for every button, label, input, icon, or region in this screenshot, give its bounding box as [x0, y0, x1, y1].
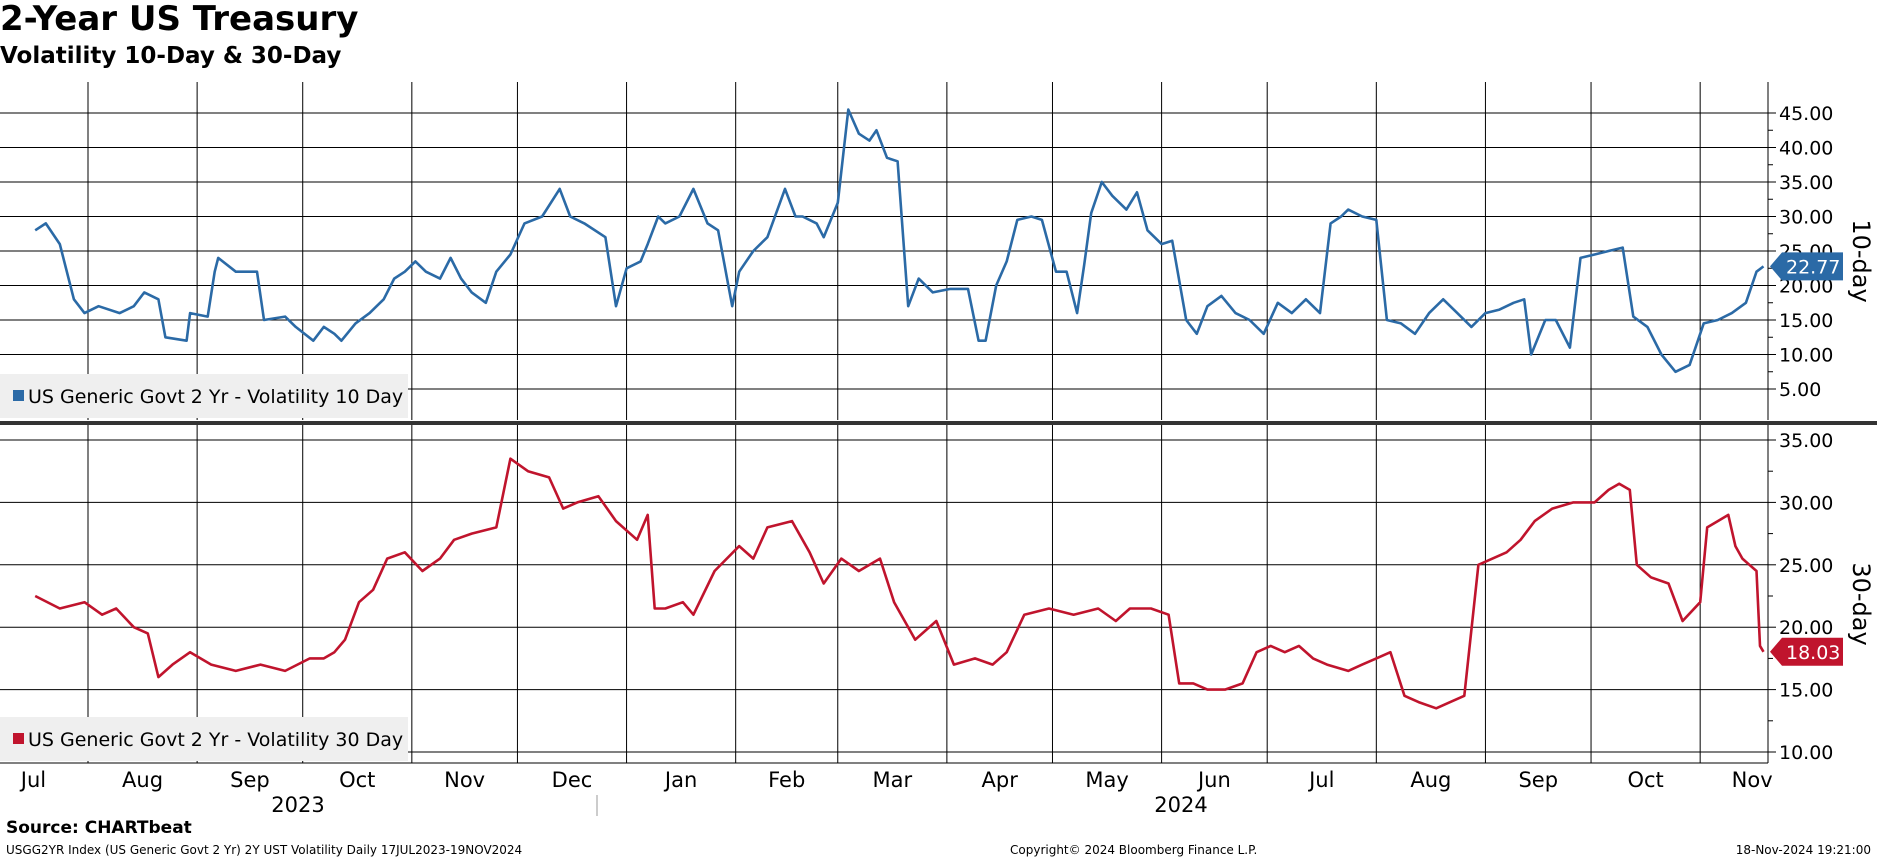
legend-label: US Generic Govt 2 Yr - Volatility 10 Day [28, 386, 403, 408]
y-tick-label: 15.00 [1779, 680, 1833, 702]
x-tick-label: Jul [19, 768, 46, 792]
y-axis-label: 30-day [1847, 562, 1875, 645]
x-tick-label: May [1085, 768, 1128, 792]
legend-swatch [13, 733, 24, 744]
last-value-label: 18.03 [1786, 642, 1840, 664]
y-tick-label: 30.00 [1779, 207, 1833, 229]
series-line-10d [34, 108, 1765, 374]
y-tick-label: 10.00 [1779, 742, 1833, 764]
legend-box [0, 717, 408, 761]
panel-30d: 10.00 15.00 20.00 25.00 30.00 35.00 US Generic… [0, 425, 1875, 764]
y-tick-label: 45.00 [1779, 103, 1833, 125]
x-tick-label: Oct [1627, 768, 1663, 792]
x-tick-label: Feb [768, 768, 805, 792]
y-tick-label: 20.00 [1779, 276, 1833, 298]
last-value-label: 22.77 [1786, 256, 1840, 278]
x-tick-label: Sep [230, 768, 270, 792]
panel-10d: 5.0010.0015.0020.0025.0030.0035.0040.004… [0, 82, 1875, 420]
y-tick-label: 10.00 [1779, 345, 1833, 367]
last-value-tag [1770, 637, 1843, 666]
y-tick-label: 25.00 [1779, 555, 1833, 577]
x-tick-label: Aug [122, 768, 163, 792]
panel-divider [0, 421, 1877, 425]
y-tick-label: 20.00 [1779, 617, 1833, 639]
legend-label: US Generic Govt 2 Yr - Volatility 30 Day [28, 729, 403, 751]
x-year-label: 2023 [271, 793, 324, 817]
chart-title: 2-Year US Treasury [0, 0, 359, 39]
series-line-30d [34, 457, 1765, 710]
legend-box [0, 374, 408, 418]
y-tick-label: 5.00 [1779, 379, 1821, 401]
y-tick-label: 15.00 [1779, 310, 1833, 332]
x-tick-label: Oct [339, 768, 375, 792]
legend-swatch [13, 390, 24, 401]
y-axis-label: 10-day [1847, 219, 1875, 302]
footer-timestamp: 18-Nov-2024 19:21:00 [1735, 843, 1871, 857]
x-tick-label: Nov [444, 768, 485, 792]
source-label: Source: CHARTbeat [6, 818, 192, 838]
y-tick-label: 35.00 [1779, 172, 1833, 194]
x-tick-label: Apr [982, 768, 1019, 792]
last-value-tag [1770, 252, 1843, 281]
y-tick-label: 35.00 [1779, 430, 1833, 452]
x-tick-label: Jun [1196, 768, 1231, 792]
footer-copyright: Copyright© 2024 Bloomberg Finance L.P. [1010, 843, 1258, 857]
y-tick-label: 40.00 [1779, 138, 1833, 160]
x-tick-label: Sep [1518, 768, 1558, 792]
chart-subtitle: Volatility 10-Day & 30-Day [0, 43, 342, 69]
x-tick-label: Mar [873, 768, 913, 792]
x-tick-label: Aug [1410, 768, 1451, 792]
x-tick-label: Jan [663, 768, 697, 792]
footer-index-label: USGG2YR Index (US Generic Govt 2 Yr) 2Y … [6, 843, 523, 857]
x-tick-label: Dec [552, 768, 593, 792]
y-tick-label: 30.00 [1779, 492, 1833, 514]
x-year-label: 2024 [1154, 793, 1207, 817]
x-tick-label: Jul [1307, 768, 1334, 792]
x-tick-label: Nov [1732, 768, 1773, 792]
